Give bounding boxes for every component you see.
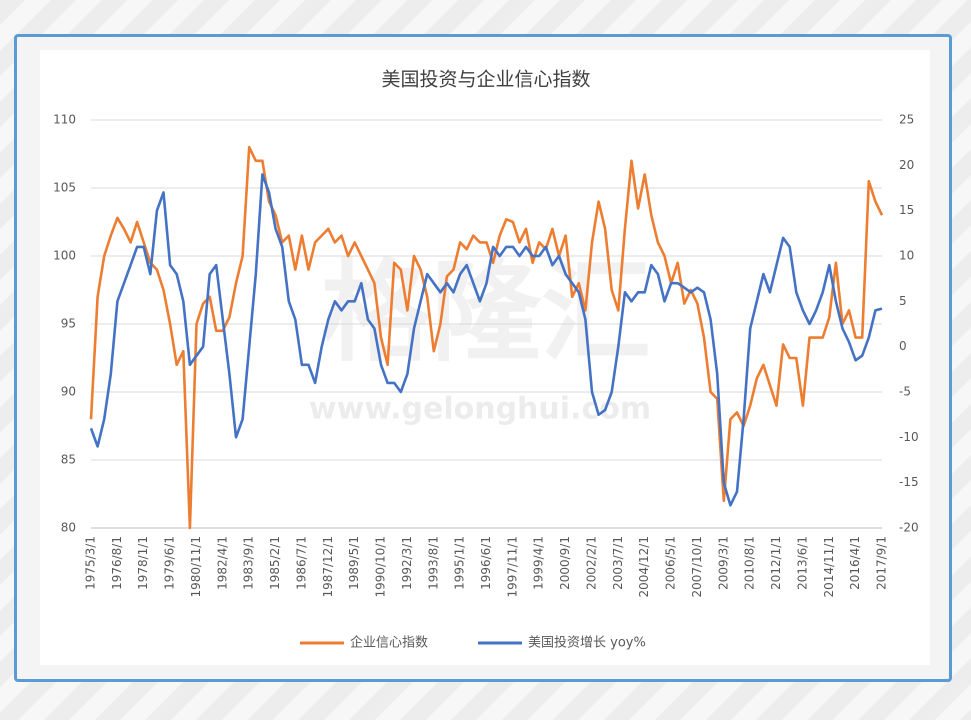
chart-title: 美国投资与企业信心指数 [381, 69, 590, 91]
x-tick-label: 1997/11/1 [505, 536, 519, 598]
x-tick-label: 1975/3/1 [84, 536, 98, 590]
series-line [89, 173, 883, 507]
legend-label: 美国投资增长 yoy% [528, 635, 646, 651]
x-tick-label: 1982/4/1 [215, 536, 229, 590]
y2-tick-label: 20 [899, 158, 914, 172]
x-tick-label: 1990/10/1 [374, 536, 388, 598]
x-tick-label: 2004/12/1 [637, 536, 651, 598]
x-tick-label: 1979/6/1 [163, 536, 177, 590]
x-tick-label: 1987/12/1 [321, 536, 335, 598]
y-tick-label: 100 [53, 249, 76, 263]
x-tick-label: 1995/1/1 [453, 536, 467, 590]
y2-tick-label: -5 [899, 385, 911, 399]
y-tick-label: 80 [61, 521, 76, 535]
x-tick-label: 2002/2/1 [584, 536, 598, 590]
x-tick-label: 2013/6/1 [795, 536, 809, 590]
x-tick-label: 2000/9/1 [558, 536, 572, 590]
x-tick-label: 2006/5/1 [664, 536, 678, 590]
y-tick-label: 105 [53, 181, 76, 195]
x-tick-label: 1983/9/1 [242, 536, 256, 590]
x-tick-label: 2016/4/1 [848, 536, 862, 590]
y-tick-label: 85 [61, 453, 76, 467]
x-tick-label: 1993/8/1 [426, 536, 440, 590]
y2-tick-label: -15 [899, 475, 919, 489]
x-tick-label: 2012/1/1 [769, 536, 783, 590]
x-tick-label: 1999/4/1 [532, 536, 546, 590]
watermark: 格隆汇 [321, 248, 651, 376]
y2-tick-label: 10 [899, 249, 914, 263]
x-tick-label: 1980/11/1 [189, 536, 203, 598]
watermark-url: www.gelonghui.com [309, 392, 651, 427]
y2-tick-label: 5 [899, 294, 907, 308]
y2-tick-label: 15 [899, 203, 914, 217]
y2-tick-label: 0 [899, 339, 907, 353]
y2-tick-label: -10 [899, 430, 919, 444]
x-tick-label: 2003/7/1 [611, 536, 625, 590]
y-tick-label: 95 [61, 317, 76, 331]
x-tick-label: 2014/11/1 [822, 536, 836, 598]
legend-label: 企业信心指数 [350, 635, 428, 651]
y2-tick-label: -20 [899, 521, 919, 535]
x-tick-label: 1992/3/1 [400, 536, 414, 590]
x-tick-label: 1976/8/1 [110, 536, 124, 590]
series-line [89, 145, 884, 530]
x-tick-label: 1978/1/1 [136, 536, 150, 590]
x-tick-label: 2007/10/1 [690, 536, 704, 598]
x-tick-label: 1986/7/1 [294, 536, 308, 590]
x-tick-label: 2009/3/1 [716, 536, 730, 590]
x-tick-label: 1989/5/1 [347, 536, 361, 590]
x-tick-label: 2017/9/1 [875, 536, 889, 590]
y-tick-label: 110 [53, 113, 76, 127]
y-tick-label: 90 [61, 385, 76, 399]
x-tick-label: 1985/2/1 [268, 536, 282, 590]
x-tick-label: 1996/6/1 [479, 536, 493, 590]
x-tick-label: 2010/8/1 [743, 536, 757, 590]
y2-tick-label: 25 [899, 113, 914, 127]
